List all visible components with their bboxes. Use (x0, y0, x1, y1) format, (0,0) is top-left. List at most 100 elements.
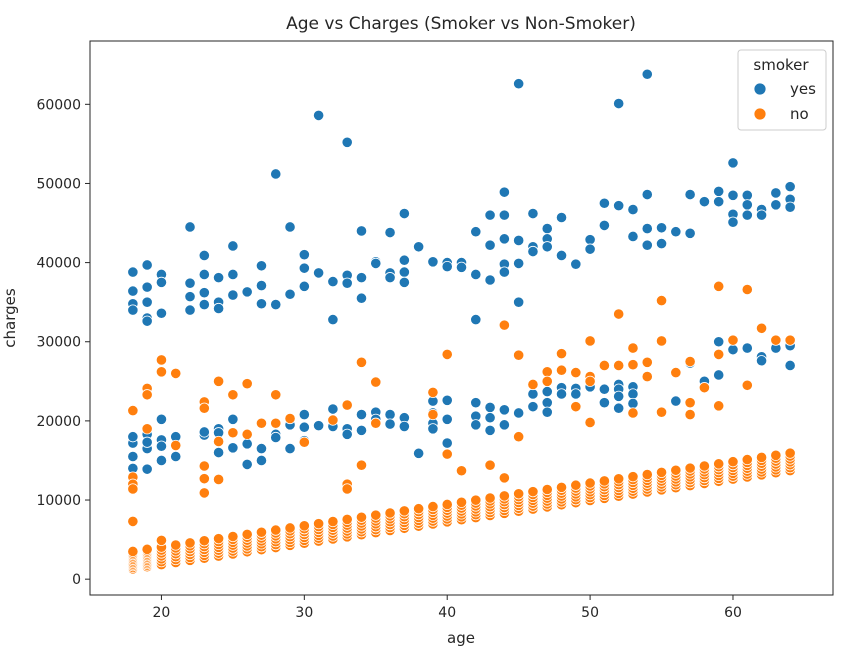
point-yes (270, 168, 282, 180)
point-no (155, 354, 168, 366)
point-yes (484, 239, 496, 251)
point-no (241, 378, 253, 390)
point-no (713, 280, 725, 292)
point-yes (284, 288, 296, 300)
point-yes (784, 181, 796, 193)
point-yes (441, 413, 453, 425)
point-yes (784, 201, 796, 213)
point-no (255, 417, 268, 429)
point-no (427, 408, 439, 421)
point-no (127, 404, 139, 417)
point-no-band (170, 539, 182, 551)
legend-title: smoker (753, 56, 809, 74)
point-no (227, 427, 239, 439)
point-no-band (227, 530, 239, 543)
point-no-band (470, 494, 482, 506)
point-no (627, 342, 639, 354)
point-no-band (141, 543, 153, 555)
point-no-band (713, 458, 725, 470)
y-tick-label: 50000 (36, 176, 81, 192)
point-yes (627, 397, 639, 410)
point-yes (255, 260, 268, 272)
point-yes (155, 276, 168, 288)
point-yes (584, 234, 596, 246)
point-no-band (355, 511, 368, 523)
point-yes (227, 413, 239, 425)
point-no (555, 348, 568, 360)
point-yes (513, 407, 525, 419)
point-no-band (627, 471, 639, 483)
y-tick-label: 60000 (36, 97, 81, 113)
point-no (713, 400, 725, 412)
point-no (584, 335, 596, 347)
point-yes (384, 408, 396, 421)
point-yes (555, 388, 568, 400)
point-yes (527, 388, 539, 400)
point-no (570, 401, 582, 413)
point-yes (598, 219, 610, 232)
point-yes (255, 298, 268, 310)
point-yes (470, 397, 482, 409)
data-points (127, 68, 796, 575)
y-tick-label: 40000 (36, 256, 81, 272)
point-yes (341, 136, 353, 148)
point-no (613, 308, 625, 320)
point-yes (413, 241, 425, 253)
point-yes (184, 304, 196, 316)
point-yes (641, 222, 653, 235)
point-yes (741, 189, 753, 201)
point-yes (155, 454, 168, 467)
x-axis-ticks: 20 30 40 50 60 (153, 595, 742, 621)
point-no-band (370, 509, 382, 521)
point-no (227, 389, 239, 401)
point-yes (613, 402, 625, 414)
point-no (198, 473, 210, 485)
point-yes (655, 222, 668, 234)
point-no (670, 367, 682, 379)
point-yes (470, 268, 482, 281)
legend-marker-no (753, 107, 767, 121)
point-yes (741, 342, 753, 354)
point-no (455, 465, 468, 477)
point-yes (755, 209, 768, 221)
point-yes (227, 240, 239, 252)
point-yes (627, 388, 639, 400)
point-yes (741, 209, 753, 221)
point-yes (555, 211, 568, 224)
point-no (684, 397, 696, 409)
point-yes (541, 406, 553, 418)
point-no (170, 439, 182, 452)
point-no-band (727, 456, 739, 468)
point-yes (484, 424, 496, 436)
point-yes (613, 390, 625, 402)
point-no (584, 375, 596, 387)
point-yes (727, 189, 739, 201)
point-no-band (541, 483, 553, 496)
point-yes (698, 196, 711, 208)
point-yes (641, 188, 653, 201)
point-yes (298, 280, 310, 292)
point-no-band (413, 503, 425, 515)
point-yes (413, 447, 425, 459)
point-no (198, 460, 210, 472)
point-yes (713, 336, 725, 348)
point-yes (227, 442, 239, 454)
point-yes (298, 249, 310, 261)
point-no (370, 376, 382, 388)
point-no (741, 379, 753, 391)
point-no-band (298, 520, 310, 532)
point-no-band (327, 515, 339, 528)
point-yes (398, 420, 410, 433)
point-yes (470, 419, 482, 431)
point-no (741, 283, 753, 296)
point-no (641, 370, 653, 383)
y-axis-label: charges (1, 288, 19, 348)
point-no-band (527, 486, 539, 498)
point-yes (470, 226, 482, 238)
point-no-band (641, 468, 653, 481)
point-yes (198, 426, 210, 438)
point-yes (127, 285, 139, 297)
point-yes (341, 428, 353, 440)
point-no (784, 334, 796, 346)
legend-label-no: no (790, 105, 809, 123)
